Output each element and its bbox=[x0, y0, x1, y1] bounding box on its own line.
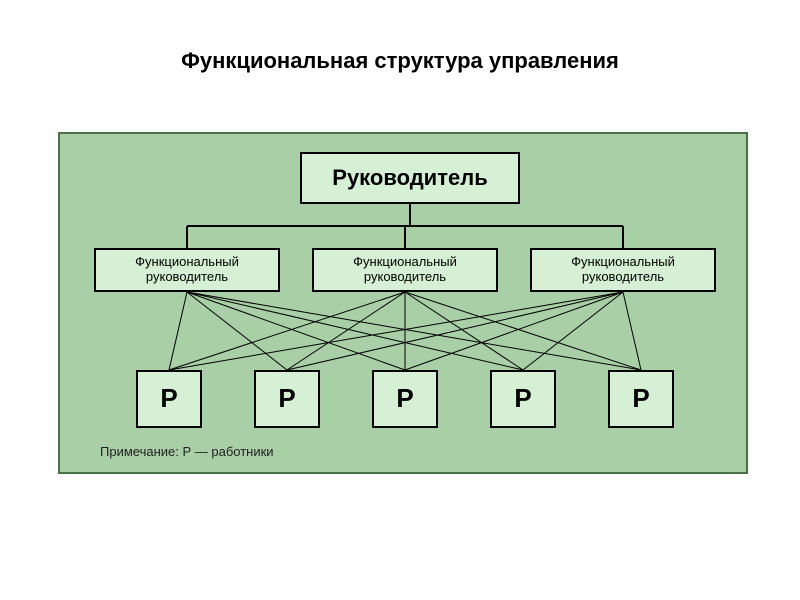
bottom-node-0: Р bbox=[136, 370, 202, 428]
bottom-node-1: Р bbox=[254, 370, 320, 428]
bottom-node-4: Р bbox=[608, 370, 674, 428]
page: Функциональная структура управления Руко… bbox=[0, 0, 800, 600]
connector-lines bbox=[0, 0, 800, 600]
bottom-node-3: Р bbox=[490, 370, 556, 428]
top-node: Руководитель bbox=[300, 152, 520, 204]
mid-node-1: Функциональный руководитель bbox=[312, 248, 498, 292]
bottom-node-2: Р bbox=[372, 370, 438, 428]
mid-node-2: Функциональный руководитель bbox=[530, 248, 716, 292]
mid-node-0: Функциональный руководитель bbox=[94, 248, 280, 292]
legend-note: Примечание: Р — работники bbox=[100, 444, 274, 459]
